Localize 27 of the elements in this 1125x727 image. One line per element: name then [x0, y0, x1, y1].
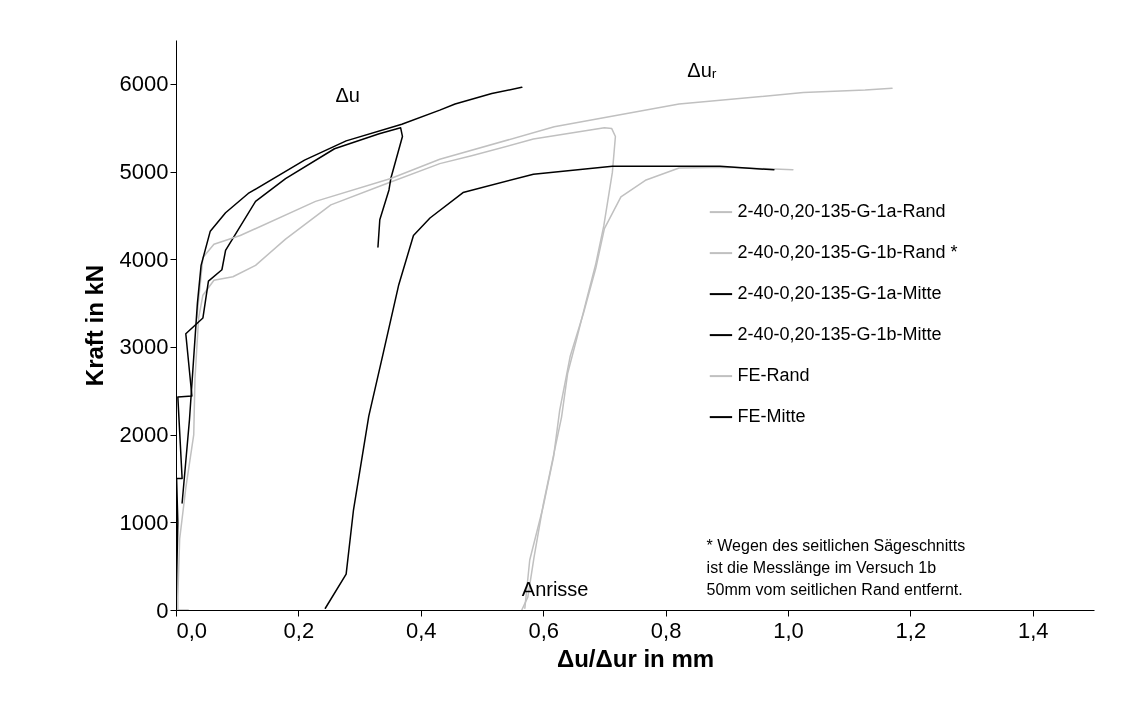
y-tick-label: 5000 [119, 159, 169, 185]
annotation: Δu [335, 83, 360, 106]
y-tick-label: 3000 [119, 334, 169, 360]
x-axis-title: Δu/Δur in mm [556, 644, 715, 672]
legend-label: FE-Mitte [737, 406, 806, 427]
x-tick-label: 0,4 [406, 617, 437, 643]
annotation: Δuᵣ [687, 58, 717, 81]
legend-label: 2-40-0,20-135-G-1a-Rand [737, 201, 946, 222]
x-tick-label: 1,2 [895, 617, 927, 643]
annotation: Anrisse [521, 578, 589, 601]
x-tick-label: 0,8 [650, 617, 682, 643]
y-tick-label: 0 [156, 597, 169, 623]
legend-label: 2-40-0,20-135-G-1b-Rand * [737, 242, 958, 263]
y-tick-label: 6000 [119, 71, 169, 97]
x-tick-label: 0,6 [528, 617, 559, 643]
x-tick-label: 0,0 [176, 617, 208, 643]
legend-label: 2-40-0,20-135-G-1a-Mitte [737, 283, 942, 304]
legend-label: 2-40-0,20-135-G-1b-Mitte [737, 324, 942, 345]
y-tick-label: 4000 [119, 246, 169, 272]
y-axis-title: Kraft in kN [80, 264, 108, 387]
legend-label: FE-Rand [737, 365, 810, 386]
x-tick-label: 1,0 [773, 617, 804, 643]
annotation: * Wegen des seitlichen Sägeschnitts ist die Messlänge im Versuch 1b 50mm vom seitlichen Rand entfernt. [706, 536, 966, 598]
y-tick-label: 2000 [119, 422, 169, 448]
y-tick-label: 1000 [119, 509, 169, 535]
x-tick-label: 1,4 [1018, 617, 1049, 643]
x-tick-label: 0,2 [283, 617, 315, 643]
